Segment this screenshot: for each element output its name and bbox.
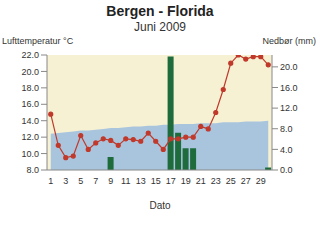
svg-text:20.0: 20.0 xyxy=(21,67,39,77)
svg-text:8.0: 8.0 xyxy=(280,124,293,134)
svg-text:7: 7 xyxy=(93,176,98,186)
svg-text:12.0: 12.0 xyxy=(21,132,39,142)
svg-text:17: 17 xyxy=(166,176,176,186)
svg-text:16.0: 16.0 xyxy=(21,99,39,109)
svg-text:4.0: 4.0 xyxy=(280,145,293,155)
svg-text:9: 9 xyxy=(108,176,113,186)
html-text:Bergen - Florida: Bergen - Florida xyxy=(106,3,214,19)
svg-text:3: 3 xyxy=(63,176,68,186)
svg-text:19: 19 xyxy=(181,176,191,186)
svg-text:1: 1 xyxy=(48,176,53,186)
svg-text:10.0: 10.0 xyxy=(21,149,39,159)
svg-text:22.0: 22.0 xyxy=(21,50,39,60)
svg-text:13: 13 xyxy=(136,176,146,186)
svg-text:0.0: 0.0 xyxy=(280,165,293,175)
svg-text:15: 15 xyxy=(151,176,161,186)
svg-text:29: 29 xyxy=(256,176,266,186)
svg-text:23: 23 xyxy=(211,176,221,186)
svg-text:25: 25 xyxy=(226,176,236,186)
html-text:Nedbør (mm): Nedbør (mm) xyxy=(262,36,316,46)
svg-text:16.0: 16.0 xyxy=(280,83,298,93)
svg-text:11: 11 xyxy=(121,176,130,186)
svg-text:5: 5 xyxy=(78,176,83,186)
svg-text:8.0: 8.0 xyxy=(26,165,39,175)
html-text:Dato: Dato xyxy=(149,200,171,211)
svg-text:20.0: 20.0 xyxy=(280,62,298,72)
html-text:Juni 2009: Juni 2009 xyxy=(134,20,186,34)
svg-text:21: 21 xyxy=(196,176,206,186)
svg-text:12.0: 12.0 xyxy=(280,103,298,113)
svg-text:14.0: 14.0 xyxy=(21,116,39,126)
svg-text:27: 27 xyxy=(241,176,251,186)
svg-text:18.0: 18.0 xyxy=(21,83,39,93)
html-text:Lufttemperatur °C: Lufttemperatur °C xyxy=(2,36,74,46)
